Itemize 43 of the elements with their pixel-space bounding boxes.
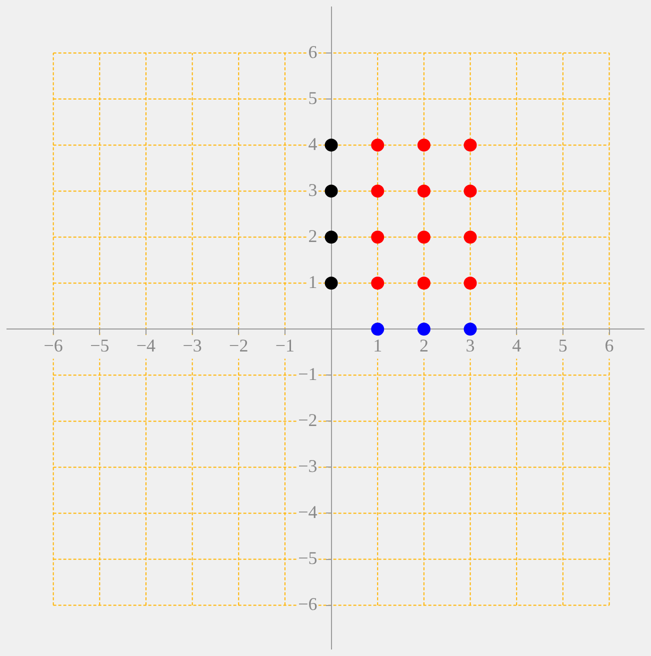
x-tick-label: −6 <box>44 336 63 356</box>
point <box>417 230 430 244</box>
y-tick-label: −4 <box>298 502 318 522</box>
y-tick-label: 2 <box>308 226 318 246</box>
point <box>324 138 338 152</box>
point <box>371 184 384 198</box>
x-tick-label: −5 <box>90 336 110 356</box>
point <box>464 184 477 198</box>
y-tick-label: −3 <box>298 456 318 476</box>
x-tick-label: 4 <box>512 336 522 356</box>
x-tick-label: −3 <box>182 336 202 356</box>
point <box>371 138 384 152</box>
point <box>371 230 384 244</box>
point <box>464 322 477 336</box>
y-tick-label: −5 <box>298 548 318 568</box>
y-tick-label: 5 <box>308 88 318 108</box>
point <box>324 276 338 290</box>
x-tick-label: −4 <box>136 336 156 356</box>
y-tick-label: −1 <box>298 364 318 384</box>
y-tick-label: 6 <box>308 42 318 62</box>
point <box>464 138 477 152</box>
point <box>324 230 338 244</box>
point <box>417 322 430 336</box>
x-tick-label: 2 <box>419 336 428 356</box>
y-tick-label: −6 <box>298 594 318 614</box>
x-tick-label: 6 <box>604 336 614 356</box>
x-tick-label: −1 <box>275 336 295 356</box>
point <box>417 184 430 198</box>
x-tick-label: 3 <box>466 336 475 356</box>
point <box>371 322 384 336</box>
x-tick-label: −2 <box>229 336 248 356</box>
x-tick-label: 1 <box>373 336 382 356</box>
point <box>464 276 477 290</box>
y-tick-label: 3 <box>308 180 318 200</box>
point <box>417 138 430 152</box>
x-tick-label: 5 <box>558 336 568 356</box>
point <box>464 230 477 244</box>
y-tick-label: −2 <box>298 410 318 430</box>
point <box>417 276 430 290</box>
y-tick-label: 4 <box>308 134 318 154</box>
point <box>371 276 384 290</box>
y-tick-label: 1 <box>308 272 318 292</box>
point <box>324 184 338 198</box>
